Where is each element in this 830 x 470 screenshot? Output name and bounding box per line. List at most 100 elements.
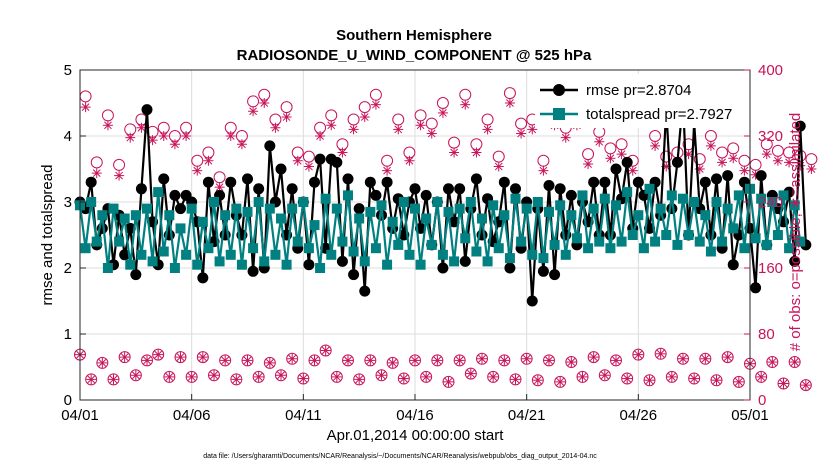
totalspread-point — [516, 236, 527, 247]
assimilated-obs-point — [583, 159, 594, 170]
rmse-point — [510, 183, 521, 195]
totalspread-point — [365, 206, 376, 217]
possible-obs-point — [129, 369, 142, 382]
rmse-point — [565, 189, 577, 201]
rmse-point — [727, 259, 739, 271]
rmse-point — [135, 183, 147, 195]
rmse-point — [543, 180, 555, 191]
y-right-tick-label: 160 — [758, 260, 783, 277]
rmse-point — [722, 170, 734, 182]
y-right-tick-label: 400 — [758, 62, 783, 79]
totalspread-point — [231, 203, 242, 214]
possible-obs-point — [230, 373, 243, 386]
possible-obs-point — [420, 370, 433, 383]
possible-obs-point — [118, 351, 131, 364]
possible-obs-point — [241, 354, 254, 367]
assimilated-obs-point — [326, 120, 337, 131]
totalspread-point — [778, 190, 789, 201]
assimilated-obs-point — [594, 136, 605, 147]
assimilated-obs-point — [231, 374, 242, 385]
possible-obs-point — [665, 370, 678, 383]
totalspread-point — [343, 190, 353, 201]
rmse-point — [459, 255, 471, 267]
possible-obs-point — [275, 369, 287, 382]
possible-obs-point — [375, 369, 388, 382]
rmse-point — [242, 173, 253, 185]
totalspread-point — [532, 197, 543, 207]
assimilated-obs-point — [410, 355, 420, 366]
assimilated-obs-point — [650, 140, 661, 151]
possible-obs-point — [453, 354, 466, 367]
assimilated-obs-point — [521, 353, 532, 364]
totalspread-point — [571, 233, 582, 244]
totalspread-point — [287, 203, 298, 214]
possible-obs-point — [677, 352, 689, 365]
totalspread-point — [125, 259, 136, 270]
totalspread-point — [437, 249, 448, 260]
assimilated-obs-point — [627, 165, 638, 176]
totalspread-point — [253, 197, 264, 207]
totalspread-point — [493, 243, 504, 254]
x-tick-label: 04/11 — [285, 407, 321, 424]
y-right-tick-label: 320 — [758, 128, 783, 145]
totalspread-point — [594, 236, 605, 247]
assimilated-obs-point — [728, 153, 739, 164]
assimilated-obs-point — [616, 149, 627, 160]
assimilated-obs-point — [555, 376, 566, 387]
totalspread-point — [527, 249, 538, 260]
rmse-point — [699, 176, 711, 188]
rmse-point — [443, 183, 454, 195]
assimilated-obs-point — [80, 102, 91, 113]
possible-obs-point — [632, 348, 645, 361]
assimilated-obs-point — [130, 370, 141, 381]
rmse-point — [264, 140, 276, 152]
assimilated-obs-point — [119, 352, 130, 363]
possible-obs-point — [699, 352, 712, 365]
totalspread-point — [471, 246, 482, 257]
rmse-point — [247, 265, 259, 277]
totalspread-point — [398, 197, 409, 207]
totalspread-point — [700, 210, 711, 221]
possible-obs-point — [688, 372, 701, 385]
assimilated-obs-point — [789, 357, 800, 368]
totalspread-point — [415, 259, 426, 270]
y-axis-label-left: rmse and totalspread — [39, 165, 56, 306]
totalspread-point — [666, 190, 677, 201]
totalspread-point — [784, 243, 795, 254]
totalspread-point — [242, 206, 253, 217]
rmse-point — [498, 176, 510, 188]
assimilated-obs-point — [717, 157, 728, 168]
possible-obs-point — [788, 356, 801, 369]
legend-spread-label: totalspread pr=2.7927 — [586, 106, 732, 123]
legend-box — [535, 74, 747, 128]
assimilated-obs-point — [772, 155, 783, 166]
assimilated-obs-point — [343, 355, 353, 366]
rmse-point — [420, 189, 432, 201]
assimilated-obs-point — [315, 131, 326, 141]
rmse-point — [169, 189, 181, 201]
assimilated-obs-point — [577, 371, 588, 382]
rmse-point — [621, 156, 633, 168]
totalspread-point — [421, 213, 432, 224]
assimilated-obs-point — [599, 370, 610, 381]
totalspread-point — [711, 197, 722, 207]
totalspread-point — [197, 216, 208, 227]
y-tick-label: 5 — [64, 62, 72, 79]
totalspread-point — [477, 213, 487, 224]
assimilated-obs-point — [192, 165, 203, 176]
x-tick-label: 05/01 — [731, 407, 769, 424]
assimilated-obs-point — [465, 368, 476, 379]
assimilated-obs-point — [482, 124, 493, 135]
possible-obs-point — [799, 379, 812, 392]
rmse-point — [342, 173, 354, 185]
rmse-point — [158, 173, 170, 185]
totalspread-point — [449, 256, 460, 267]
assimilated-obs-point — [504, 98, 515, 108]
assimilated-obs-point — [471, 147, 482, 158]
totalspread-point — [761, 239, 772, 250]
assimilated-obs-point — [175, 352, 186, 363]
totalspread-point — [795, 236, 806, 247]
rmse-point — [336, 255, 348, 267]
totalspread-point — [192, 259, 203, 270]
